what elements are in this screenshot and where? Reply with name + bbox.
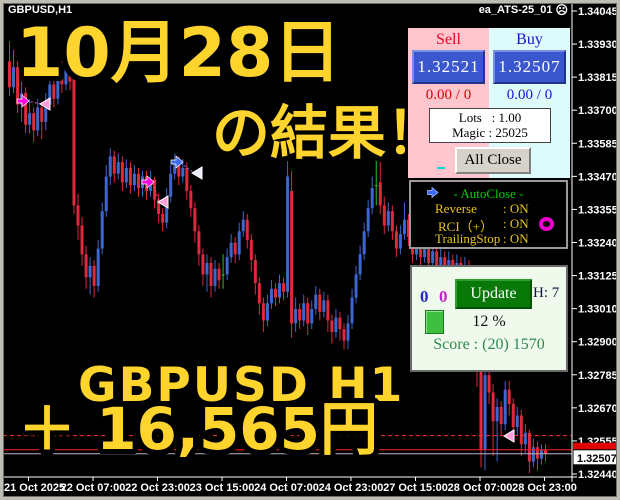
- overlay-result-text: の結果！: [212, 99, 445, 167]
- trade-arrow-icon: [141, 175, 155, 189]
- trade-markers-group: [16, 94, 515, 443]
- reverse-value: : ON: [503, 201, 529, 216]
- buy-stats: 0.00 / 0: [506, 87, 553, 103]
- x-axis-label: 22 Oct 23:00: [125, 482, 190, 494]
- autoclose-panel: - AutoClose - Reverse : ON RCI（+） : ON T…: [409, 180, 568, 249]
- symbol-timeframe-label: GBPUSD,H1: [8, 4, 73, 16]
- y-axis-label: 1.33240: [578, 237, 618, 249]
- trade-connector-line: [26, 100, 42, 105]
- update-panel: 0 0 Update H: 7 12 % Score : (20) 1570: [410, 265, 568, 372]
- progress-square: [425, 310, 444, 334]
- overlay-profit-text: ＋ 16,565円: [18, 395, 379, 463]
- axes-group: 1.34045 1.33930 1.33815 1.33700 1.33585 1.334…: [3, 3, 618, 494]
- x-axis-label: 23 Oct 15:00: [190, 482, 255, 494]
- y-axis-label: 1.33585: [578, 138, 618, 150]
- trade-connector-line: [180, 162, 194, 173]
- percent-label: 12 %: [472, 313, 506, 330]
- buy-label: Buy: [516, 31, 543, 48]
- count-magenta: 0: [439, 287, 448, 306]
- x-axis-label: 27 Oct 15:00: [383, 482, 448, 494]
- sell-stats: 0.00 / 0: [425, 87, 472, 103]
- trailingstop-label: TrailingStop: [435, 231, 501, 246]
- y-axis-label: 1.33125: [578, 271, 618, 283]
- sell-label: Sell: [436, 31, 461, 48]
- y-axis-label: 1.32670: [578, 403, 618, 415]
- score-label: Score : (20) 1570: [433, 336, 545, 353]
- rci-value: : ON: [503, 216, 529, 231]
- y-axis-label: 1.33700: [578, 105, 618, 117]
- x-axis-label: 21 Oct 2025: [4, 482, 65, 494]
- y-axis-label: 1.33930: [578, 39, 618, 51]
- y-axis-label: 1.32440: [578, 469, 618, 481]
- trade-connector-line: [151, 182, 160, 201]
- magenta-ring-icon: [539, 217, 554, 231]
- y-axis-label: 1.33355: [578, 204, 618, 216]
- x-axis-label: 28 Oct 07:00: [448, 482, 513, 494]
- y-axis-label: 1.33470: [578, 171, 618, 183]
- overlay-date-text: 10月28日: [16, 14, 342, 93]
- y-axis-label: 1.32785: [578, 370, 618, 382]
- ea-smiley-icon[interactable]: ☹: [555, 3, 568, 17]
- h-count-label: H: 7: [533, 285, 560, 301]
- bid-price-text: 1.32507: [577, 453, 617, 465]
- y-axis-label: 1.34045: [578, 6, 618, 18]
- x-axis-label: 28 Oct 23:00: [512, 482, 577, 494]
- autoclose-title: - AutoClose -: [453, 186, 524, 201]
- y-axis-label: 1.32900: [578, 337, 618, 349]
- trade-arrow-icon: [16, 94, 30, 108]
- y-axis-label: 1.33815: [578, 72, 618, 84]
- buy-price-button[interactable]: 1.32507: [493, 50, 566, 84]
- trade-arrow-icon: [170, 155, 184, 169]
- cyan-dash-mark: [437, 167, 445, 169]
- ea-name-text: ea_ATS-25_01: [478, 4, 553, 16]
- exit-triangle-icon: [39, 97, 51, 111]
- reverse-label: Reverse: [435, 201, 477, 216]
- overlay-symbol-text: GBPUSD H1: [78, 358, 405, 413]
- rci-label: RCI（+）: [438, 219, 494, 234]
- all-close-button[interactable]: All Close: [455, 147, 531, 174]
- x-axis-label: 24 Oct 23:00: [319, 482, 384, 494]
- trade-panel: Sell 1.32521 0.00 / 0 Buy 1.32507 0.00 /…: [408, 28, 570, 178]
- exit-triangle-icon: [503, 429, 515, 443]
- sell-price-button[interactable]: 1.32521: [412, 50, 485, 84]
- trailingstop-value: : ON: [503, 231, 529, 246]
- ea-name-label: ea_ATS-25_01 ☹: [479, 4, 568, 16]
- blue-arrow-icon: [427, 187, 439, 198]
- magic-line: Magic : 25025: [452, 125, 528, 140]
- exit-triangle-icon: [191, 166, 203, 180]
- price-lines-group: [3, 435, 572, 455]
- x-axis-label: 24 Oct 07:00: [254, 482, 319, 494]
- y-axis-label: 1.33010: [578, 304, 618, 316]
- lots-line: Lots : 1.00: [458, 110, 522, 125]
- price-tags-group: 1.32507: [572, 442, 620, 466]
- count-blue: 0: [420, 287, 429, 306]
- x-axis-label: 22 Oct 07:00: [61, 482, 126, 494]
- update-button[interactable]: Update: [455, 279, 532, 309]
- exit-triangle-icon: [157, 195, 169, 209]
- lots-magic-box: Lots : 1.00 Magic : 25025: [429, 108, 551, 143]
